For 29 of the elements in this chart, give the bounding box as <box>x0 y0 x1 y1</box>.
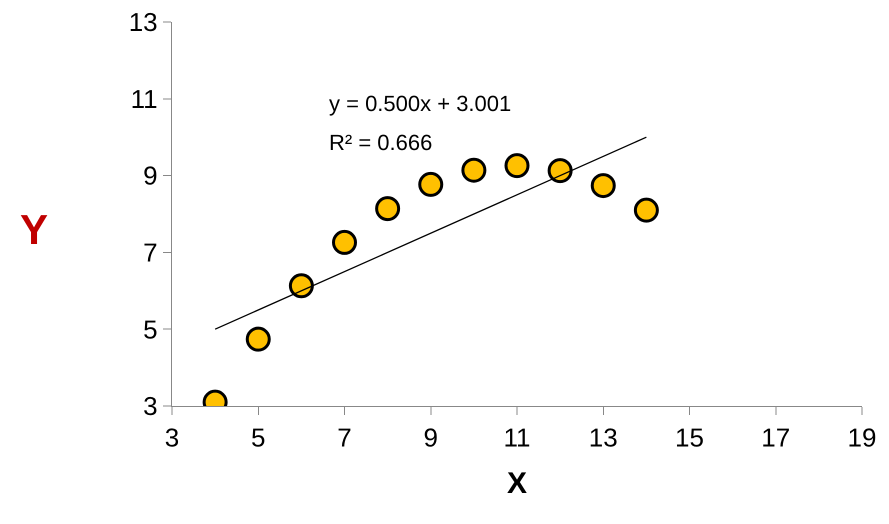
x-tick-label: 19 <box>848 422 876 452</box>
point <box>548 158 573 184</box>
point <box>288 273 314 298</box>
annotation: R² = 0.666 <box>329 130 432 155</box>
annotation: y = 0.500x + 3.001 <box>329 91 512 116</box>
point <box>461 158 486 183</box>
point <box>375 196 400 222</box>
y-tick-label: 5 <box>143 314 158 344</box>
x-tick-label: 3 <box>164 422 180 452</box>
x-tick-label: 5 <box>251 422 266 452</box>
y-tick-label: 3 <box>143 391 158 422</box>
x-axis-title: X <box>506 466 528 500</box>
x-tick-label: 15 <box>675 422 704 452</box>
point <box>332 230 357 255</box>
x-tick-label: 13 <box>588 422 618 452</box>
y-tick-label: 11 <box>130 84 158 114</box>
x-tick-label: 17 <box>761 422 790 452</box>
y-tick-label: 7 <box>143 238 158 268</box>
y-axis-title: Y <box>20 206 48 253</box>
x-tick-label: 9 <box>424 422 438 452</box>
point <box>246 326 271 352</box>
x-tick-label: 7 <box>337 422 352 452</box>
y-tick-label: 9 <box>143 160 158 191</box>
x-tick-label: 11 <box>504 422 530 452</box>
y-tick-label: 13 <box>128 7 158 38</box>
point <box>418 172 444 197</box>
point <box>504 153 530 178</box>
point <box>634 198 659 223</box>
point <box>590 173 616 198</box>
